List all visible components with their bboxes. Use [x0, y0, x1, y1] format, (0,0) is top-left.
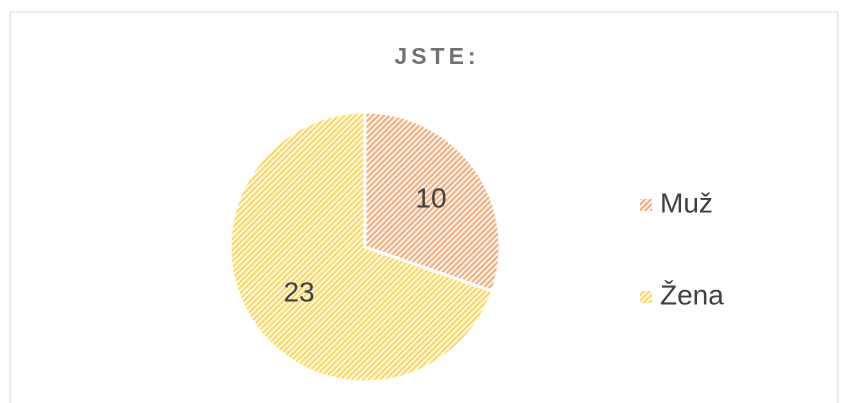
data-label: 10 — [415, 182, 446, 213]
pie-slice — [363, 110, 502, 294]
legend-label: Muž — [660, 187, 713, 218]
legend-swatch — [640, 199, 652, 211]
pie-slice — [228, 110, 495, 384]
legend-label: Žena — [660, 279, 724, 310]
data-label: 23 — [283, 276, 314, 307]
chart-title: JSTE: — [394, 43, 479, 69]
legend-swatch — [640, 291, 652, 303]
